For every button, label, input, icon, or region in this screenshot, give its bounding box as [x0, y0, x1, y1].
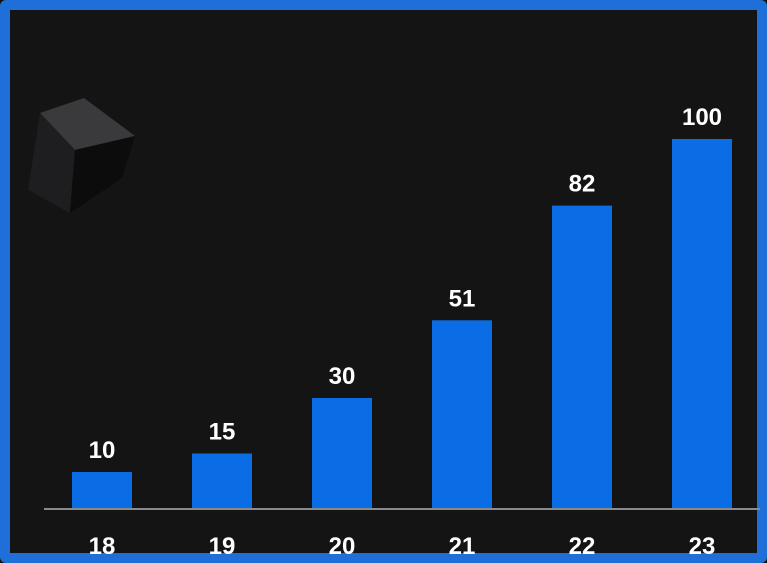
x-tick-label-22: 22: [569, 533, 596, 560]
x-tick-label-20: 20: [329, 533, 356, 560]
data-label-20: 30: [329, 363, 356, 390]
data-label-18: 10: [89, 437, 116, 464]
x-tick-label-18: 18: [89, 533, 116, 560]
x-tick-label-21: 21: [449, 533, 476, 560]
bar-18: [72, 472, 132, 509]
bar-19: [192, 453, 252, 509]
data-label-23: 100: [682, 104, 722, 131]
bar-21: [432, 320, 492, 509]
bar-20: [312, 398, 372, 509]
x-tick-label-23: 23: [689, 533, 716, 560]
data-label-22: 82: [569, 171, 596, 198]
x-tick-labels: 18 19 20 21 22 23: [89, 533, 716, 560]
bar-23: [672, 139, 732, 509]
bars-layer: 10 15 30 51 82 100: [72, 104, 732, 509]
x-tick-label-19: 19: [209, 533, 236, 560]
cube-icon: [28, 98, 135, 213]
data-label-21: 51: [449, 285, 476, 312]
bar-22: [552, 205, 612, 509]
data-label-19: 15: [209, 419, 236, 446]
